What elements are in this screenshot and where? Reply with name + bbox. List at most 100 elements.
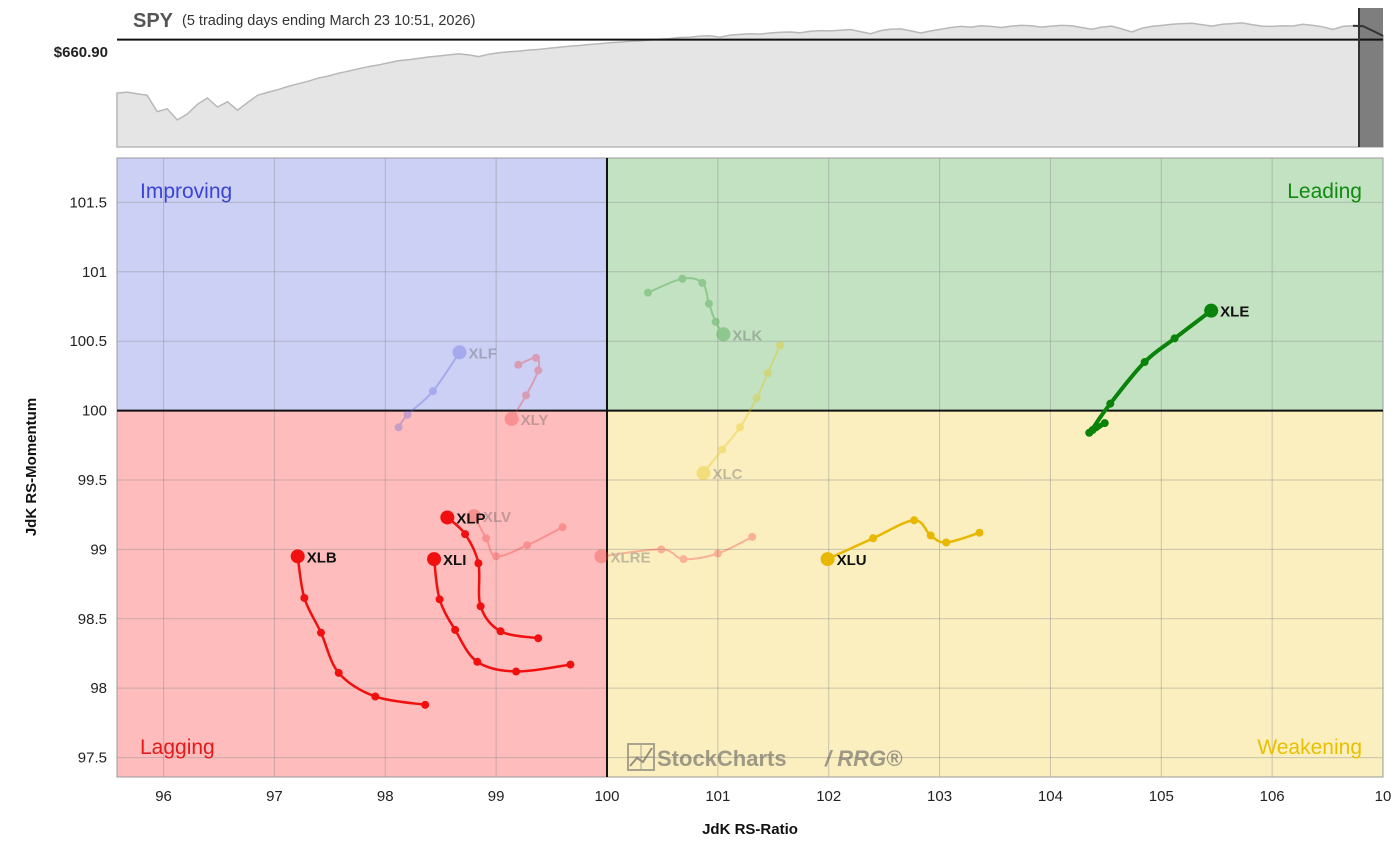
series-point <box>473 657 482 666</box>
series-tail <box>647 277 725 336</box>
series-point <box>678 274 687 283</box>
x-tick-label: 102 <box>816 788 841 805</box>
series-point <box>869 534 878 543</box>
series-label: XLV <box>483 509 511 526</box>
spy-subtitle: (5 trading days ending March 23 10:51, 2… <box>182 13 475 29</box>
series-point <box>532 353 541 362</box>
series-xlk[interactable]: XLK <box>644 274 763 345</box>
series-label: XLY <box>521 412 549 429</box>
series-point <box>718 445 727 454</box>
series-point <box>775 341 784 350</box>
series-point <box>713 549 722 558</box>
series-head-point[interactable] <box>594 549 609 564</box>
series-point <box>910 516 919 525</box>
series-point <box>558 523 567 532</box>
series-xlb[interactable]: XLB <box>290 549 430 709</box>
watermark-product: / RRG® <box>824 746 903 771</box>
series-point <box>711 317 720 326</box>
grid-lines <box>116 157 1384 778</box>
series-xlf[interactable]: XLF <box>394 345 497 432</box>
series-point <box>435 595 444 604</box>
spy-price-label: $660.90 <box>54 44 108 61</box>
series-xlc[interactable]: XLC <box>696 341 784 483</box>
x-tick-label: 96 <box>155 788 172 805</box>
series-point <box>534 366 543 375</box>
series-point <box>926 531 935 540</box>
series-head-point[interactable] <box>427 552 442 567</box>
series-xlre[interactable]: XLRE <box>594 532 757 566</box>
quadrant-lagging <box>117 410 607 777</box>
series-point <box>657 545 666 554</box>
series-point <box>942 538 951 547</box>
rrg-plot: Improving Leading Lagging Weakening Stoc… <box>23 157 1391 838</box>
series-point <box>566 660 575 669</box>
quadrant-leading <box>606 158 1383 411</box>
series-tail <box>702 344 781 475</box>
y-tick-label: 100.5 <box>69 333 107 350</box>
series-xlp[interactable]: XLP <box>440 510 543 643</box>
x-tick-label: 101 <box>705 788 730 805</box>
series-point <box>752 394 761 403</box>
y-axis-title: JdK RS-Momentum <box>23 398 40 536</box>
series-point <box>492 552 501 561</box>
series-head-point[interactable] <box>440 510 455 525</box>
series-point <box>482 534 491 543</box>
x-tick-labels: 96 97 98 99 100 101 102 103 104 105 106 10 <box>155 788 1391 805</box>
series-point <box>514 360 523 369</box>
series-label: XLE <box>1220 304 1249 321</box>
quadrant-label-lagging: Lagging <box>140 736 215 759</box>
quadrant-label-leading: Leading <box>1287 180 1362 203</box>
series-label: XLC <box>712 466 742 483</box>
series-point <box>644 288 653 297</box>
series-tail <box>473 515 564 558</box>
series-head-point[interactable] <box>716 327 731 342</box>
series-point <box>1088 426 1097 435</box>
stockcharts-logo-icon <box>627 743 655 771</box>
series-point <box>474 559 483 568</box>
spy-symbol: SPY <box>133 10 174 32</box>
series-point <box>334 668 343 677</box>
spy-panel: SPY (5 trading days ending March 23 10:5… <box>54 8 1384 148</box>
quadrant-improving <box>117 158 607 411</box>
series-head-point[interactable] <box>452 345 467 360</box>
series-point <box>1100 419 1109 428</box>
spy-highlight-region[interactable] <box>1359 8 1383 147</box>
x-tick-label: 103 <box>927 788 952 805</box>
series-point <box>451 625 460 634</box>
series-head-point[interactable] <box>290 549 305 564</box>
y-tick-label: 101.5 <box>69 194 107 211</box>
series-head-point[interactable] <box>504 411 519 426</box>
series-head-point[interactable] <box>696 466 711 481</box>
series-point <box>679 555 688 564</box>
series-point <box>523 541 532 550</box>
series-xli[interactable]: XLI <box>427 552 575 676</box>
y-tick-labels: 97.5 98 98.5 99 99.5 100 100.5 101 101.5 <box>69 194 107 766</box>
series-point <box>704 299 713 308</box>
stockcharts-watermark: StockCharts / RRG® <box>627 743 903 771</box>
series-xle[interactable]: XLE <box>1085 303 1249 437</box>
x-tick-label: 97 <box>266 788 283 805</box>
series-point <box>522 391 531 400</box>
series-point <box>394 423 403 432</box>
series-head-point[interactable] <box>1204 303 1219 318</box>
series-point <box>763 369 772 378</box>
series-point <box>512 667 521 676</box>
series-xlv[interactable]: XLV <box>466 509 567 561</box>
y-tick-label: 100 <box>82 403 107 420</box>
series-xlu[interactable]: XLU <box>820 516 984 569</box>
series-xly[interactable]: XLY <box>504 353 549 429</box>
series-head-point[interactable] <box>820 552 835 567</box>
x-tick-label: 106 <box>1260 788 1285 805</box>
series-point <box>421 700 430 709</box>
series-label: XLRE <box>610 549 650 566</box>
series-point <box>1140 358 1149 367</box>
series-point <box>371 692 380 701</box>
y-tick-label: 97.5 <box>78 750 107 767</box>
quadrant-label-improving: Improving <box>140 180 232 203</box>
spy-highlight-line <box>1352 24 1384 37</box>
series-point <box>748 532 757 541</box>
spy-price-area <box>116 22 1384 148</box>
series-head-point[interactable] <box>466 509 481 524</box>
series-point <box>736 423 745 432</box>
